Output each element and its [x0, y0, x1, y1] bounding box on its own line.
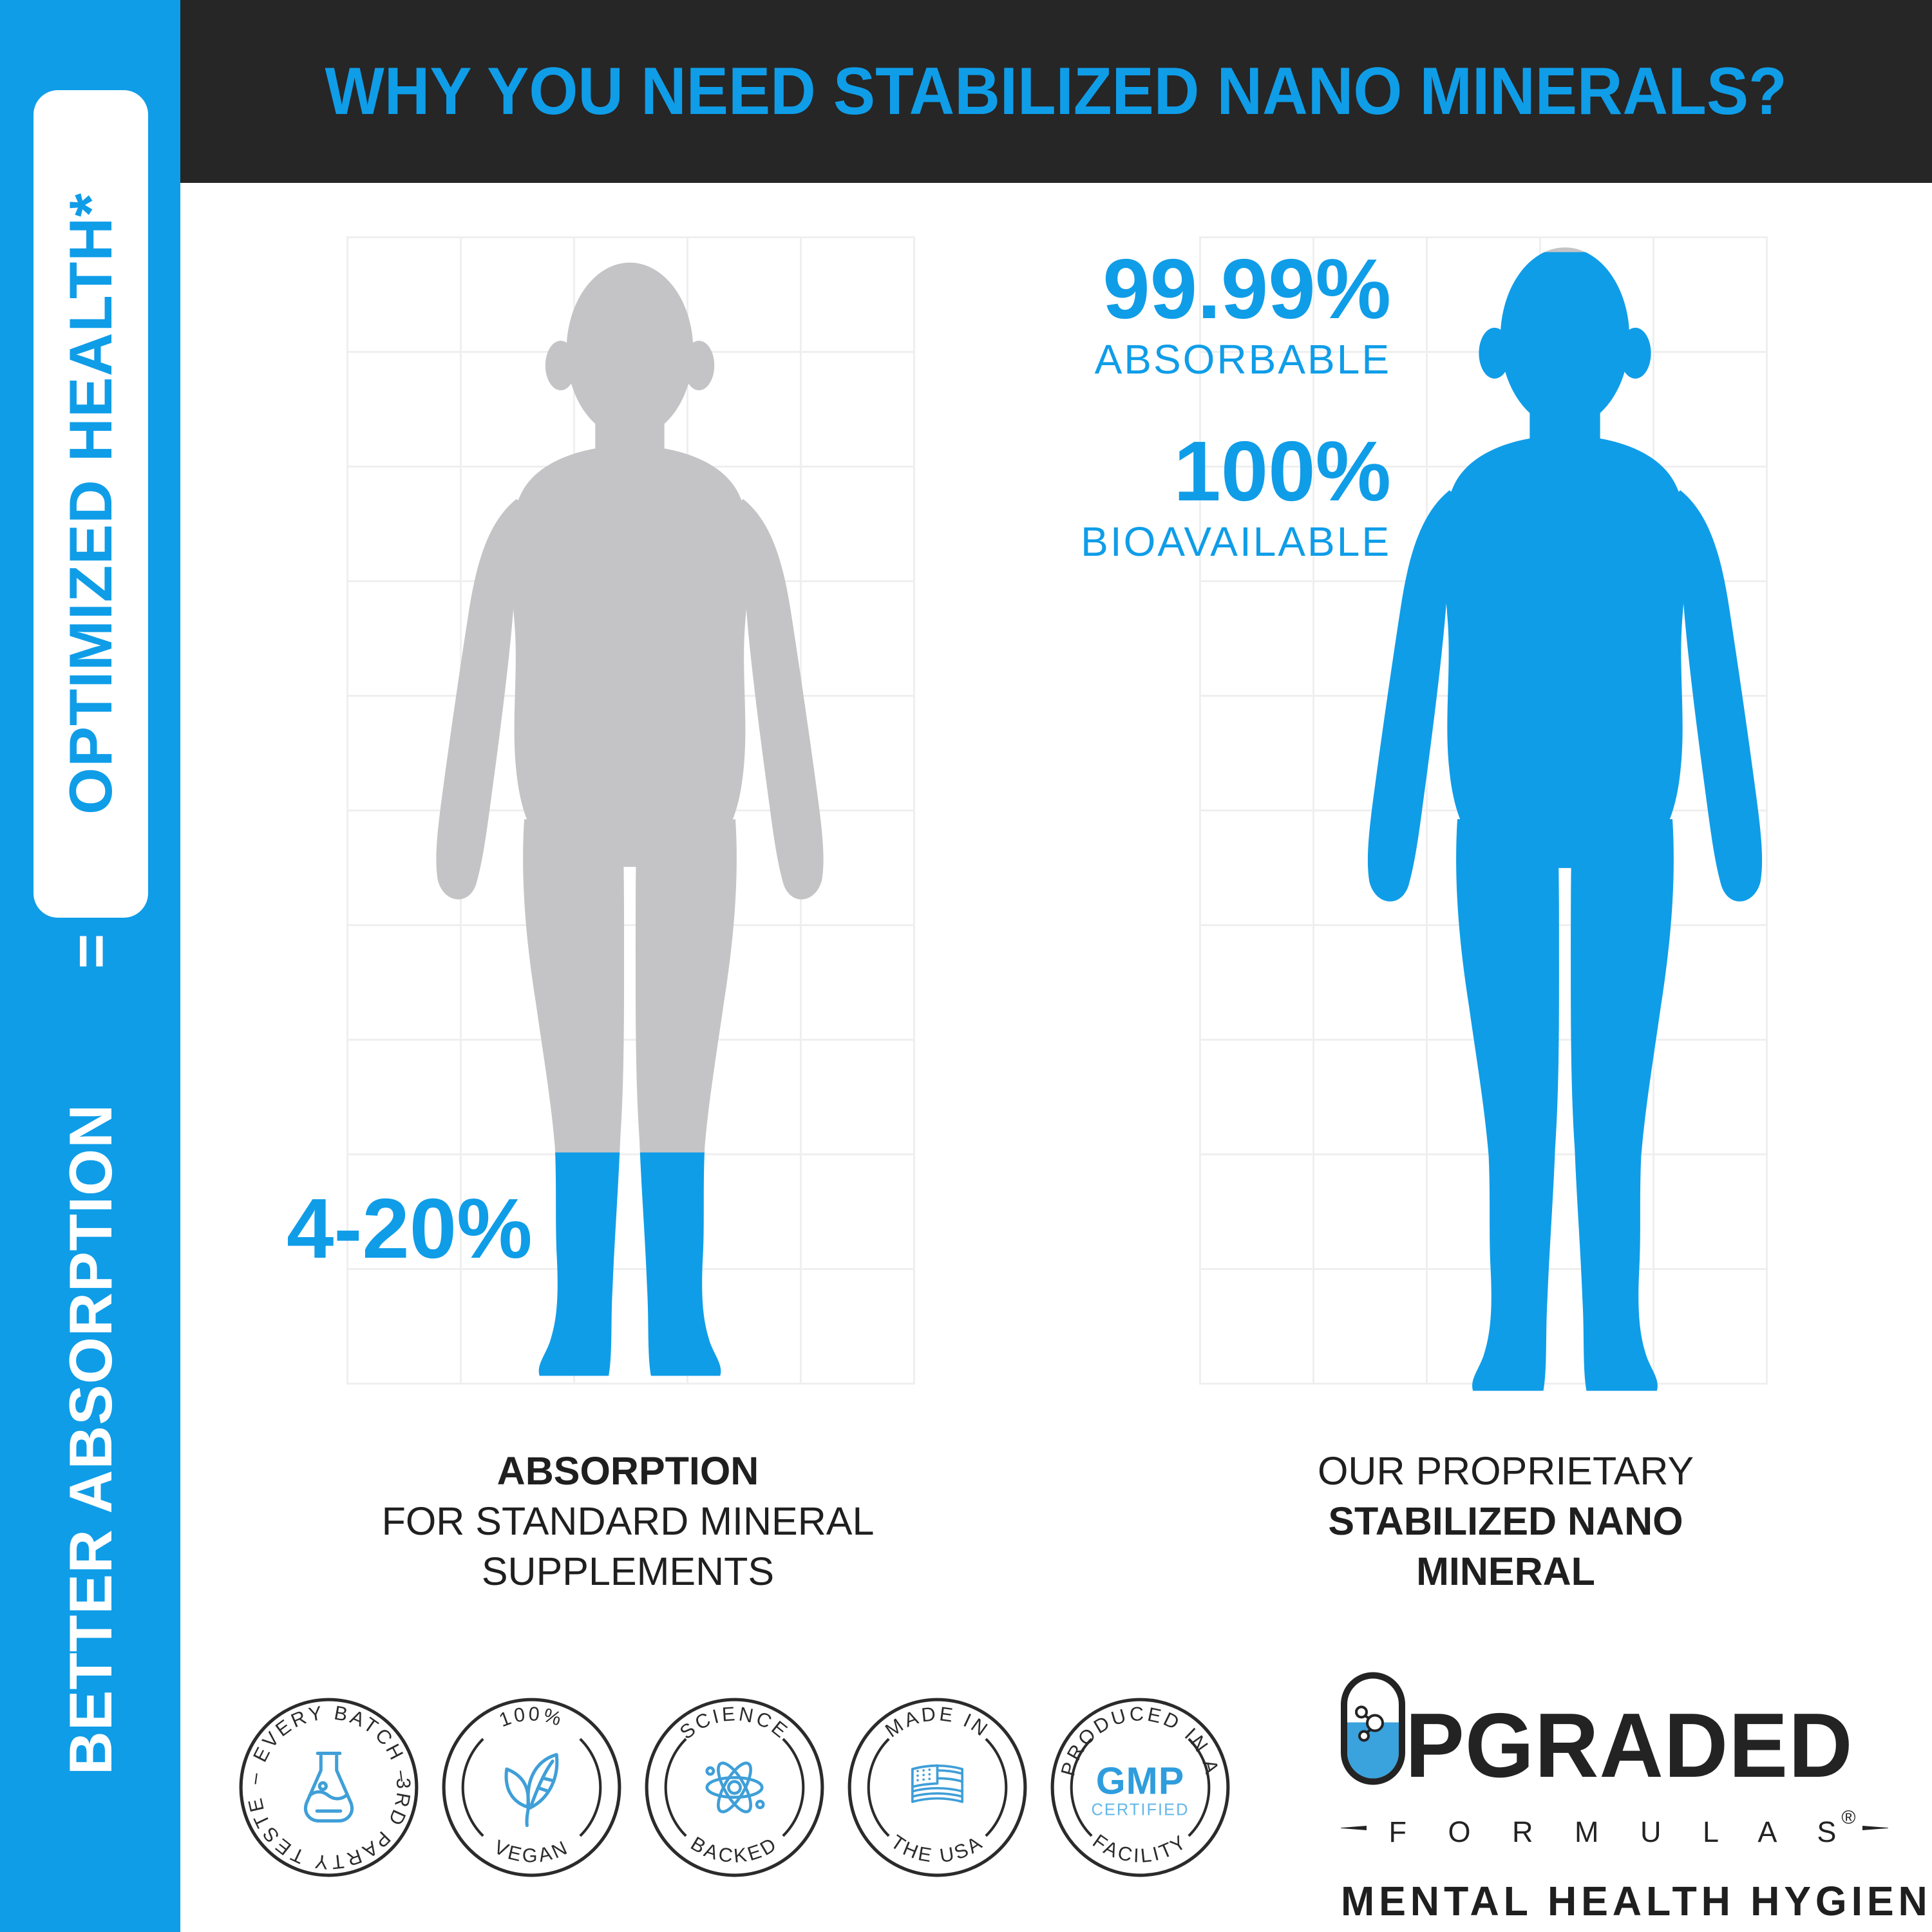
absorbable-label: ABSORBABLE: [1094, 336, 1391, 383]
badge-gmp-certified: PRODUCED IN A FACILITY GMP CERTIFIED: [1050, 1698, 1230, 1877]
badge-third-party-tested: – EVERY BATCH – 3RD PARTY TESTED: [237, 1696, 419, 1877]
leaf-icon: [504, 1753, 559, 1828]
nano-body-silhouette: [1367, 247, 1763, 1391]
absorbable-value: 99.99%: [1103, 242, 1391, 336]
formulas-lockup: F O R M U L A S®: [1341, 1807, 1888, 1849]
standard-caption-line3: SUPPLEMENTS: [481, 1549, 775, 1594]
bioavailable-label: BIOAVAILABLE: [1081, 518, 1391, 565]
formulas-text: F O R M U L A S®: [1388, 1807, 1856, 1848]
nano-caption-line3: MINERAL: [1416, 1549, 1595, 1594]
gmp-text: GMP: [1096, 1760, 1184, 1803]
sidebar-better-text: BETTER ABSORPTION: [57, 1103, 124, 1776]
sidebar-optimized-text: OPTIMIZED HEALTH*: [57, 193, 124, 815]
left-dash: [1341, 1826, 1367, 1830]
nano-stats: 99.99% ABSORBABLE 100% BIOAVAILABLE: [934, 242, 1391, 565]
standard-caption: ABSORPTION FOR STANDARD MINERAL SUPPLEME…: [322, 1446, 934, 1596]
nano-caption-line1: OUR PROPRIETARY: [1317, 1449, 1694, 1493]
brand-tagline: MENTAL HEALTH HYGIENE: [1341, 1878, 1932, 1924]
molecule-icon: [1355, 1705, 1384, 1742]
sidebar: [0, 0, 180, 1932]
standard-caption-line1: ABSORPTION: [497, 1449, 759, 1493]
usa-flag-icon: [911, 1764, 964, 1803]
nano-caption: OUR PROPRIETARY STABILIZED NANO MINERAL: [1209, 1446, 1802, 1596]
bioavailable-value: 100%: [1173, 424, 1391, 519]
badge-made-in-usa: MADE IN THE USA: [848, 1698, 1027, 1877]
gmp-certified-text: CERTIFIED: [1091, 1801, 1189, 1819]
wordmark-upgraded: PGRADED: [1405, 1694, 1853, 1797]
badge-vegan: 100% VEGAN: [442, 1698, 621, 1877]
badge-science-backed: SCIENCE BACKED: [645, 1698, 824, 1877]
optimized-health-pill: [33, 90, 148, 918]
right-dash: [1862, 1826, 1888, 1830]
registered-mark: ®: [1841, 1807, 1856, 1828]
atom-icon: [705, 1761, 765, 1814]
capsule-icon: [1341, 1672, 1405, 1785]
flask-icon: [303, 1752, 354, 1823]
brand-logo: PGRADED F O R M U L A S® MENTAL HEALTH H…: [1341, 1672, 1932, 1925]
standard-absorption-value: 4-20%: [287, 1181, 533, 1276]
standard-caption-line2: FOR STANDARD MINERAL: [381, 1499, 875, 1544]
header-bar: WHY YOU NEED STABILIZED NANO MINERALS?: [180, 0, 1932, 183]
nano-caption-line2: STABILIZED NANO: [1328, 1499, 1683, 1544]
page-title: WHY YOU NEED STABILIZED NANO MINERALS?: [325, 53, 1788, 129]
